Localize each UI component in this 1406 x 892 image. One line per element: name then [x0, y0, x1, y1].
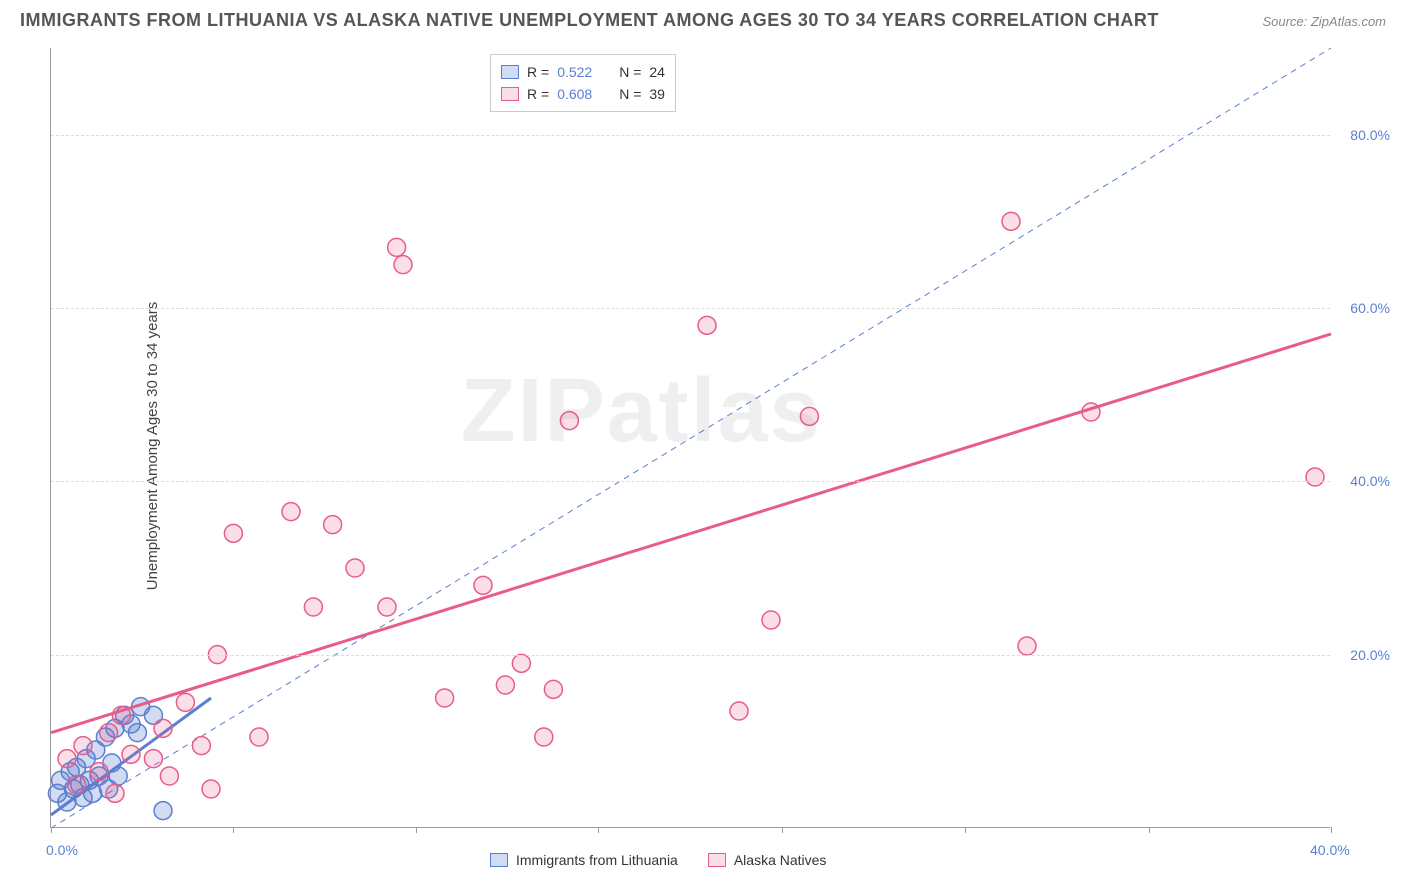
grid-line	[51, 655, 1330, 656]
plot-svg	[51, 48, 1331, 828]
legend-item-label: Alaska Natives	[734, 852, 827, 868]
data-point	[535, 728, 553, 746]
data-point	[74, 737, 92, 755]
data-point	[730, 702, 748, 720]
x-tick-mark	[1331, 827, 1332, 833]
data-point	[109, 767, 127, 785]
y-tick-label: 20.0%	[1350, 647, 1390, 663]
data-point	[144, 750, 162, 768]
x-tick-mark	[1149, 827, 1150, 833]
legend-swatch	[490, 853, 508, 867]
data-point	[58, 750, 76, 768]
x-tick-label-end: 40.0%	[1310, 842, 1350, 858]
legend-item-label: Immigrants from Lithuania	[516, 852, 678, 868]
data-point	[762, 611, 780, 629]
identity-line	[51, 48, 1331, 828]
legend-row: R = 0.608 N = 39	[501, 83, 665, 105]
data-point	[324, 516, 342, 534]
data-point	[436, 689, 454, 707]
x-tick-mark	[782, 827, 783, 833]
data-point	[202, 780, 220, 798]
legend-n-label: N =	[619, 61, 641, 83]
x-tick-mark	[233, 827, 234, 833]
data-point	[192, 737, 210, 755]
data-point	[282, 503, 300, 521]
plot-area: ZIPatlas 20.0%40.0%60.0%80.0%	[50, 48, 1330, 828]
grid-line	[51, 135, 1330, 136]
legend-r-value: 0.522	[557, 61, 605, 83]
data-point	[84, 784, 102, 802]
data-point	[1306, 468, 1324, 486]
data-point	[160, 767, 178, 785]
data-point	[68, 776, 86, 794]
data-point	[112, 706, 130, 724]
data-point	[106, 784, 124, 802]
y-tick-label: 40.0%	[1350, 473, 1390, 489]
data-point	[128, 724, 146, 742]
legend-item: Immigrants from Lithuania	[490, 852, 678, 868]
data-point	[154, 802, 172, 820]
source-label: Source: ZipAtlas.com	[1262, 14, 1386, 29]
data-point	[512, 654, 530, 672]
data-point	[100, 724, 118, 742]
data-point	[154, 719, 172, 737]
data-point	[698, 316, 716, 334]
data-point	[474, 576, 492, 594]
data-point	[560, 412, 578, 430]
data-point	[544, 680, 562, 698]
data-point	[1082, 403, 1100, 421]
legend-r-label: R =	[527, 61, 549, 83]
data-point	[346, 559, 364, 577]
x-tick-mark	[598, 827, 599, 833]
legend-n-value: 39	[649, 83, 665, 105]
data-point	[394, 256, 412, 274]
legend-item: Alaska Natives	[708, 852, 827, 868]
data-point	[388, 238, 406, 256]
data-point	[1018, 637, 1036, 655]
chart-title: IMMIGRANTS FROM LITHUANIA VS ALASKA NATI…	[20, 10, 1159, 31]
data-point	[304, 598, 322, 616]
legend-n-label: N =	[619, 83, 641, 105]
legend-swatch	[501, 87, 519, 101]
data-point	[176, 693, 194, 711]
legend-series: Immigrants from Lithuania Alaska Natives	[490, 852, 826, 868]
grid-line	[51, 481, 1330, 482]
data-point	[800, 407, 818, 425]
legend-swatch	[501, 65, 519, 79]
data-point	[90, 763, 108, 781]
legend-r-label: R =	[527, 83, 549, 105]
legend-swatch	[708, 853, 726, 867]
legend-n-value: 24	[649, 61, 665, 83]
x-tick-label-start: 0.0%	[46, 842, 78, 858]
x-tick-mark	[51, 827, 52, 833]
data-point	[250, 728, 268, 746]
data-point	[1002, 212, 1020, 230]
data-point	[224, 524, 242, 542]
y-tick-label: 60.0%	[1350, 300, 1390, 316]
data-point	[378, 598, 396, 616]
grid-line	[51, 308, 1330, 309]
x-tick-mark	[416, 827, 417, 833]
legend-row: R = 0.522 N = 24	[501, 61, 665, 83]
legend-r-value: 0.608	[557, 83, 605, 105]
y-tick-label: 80.0%	[1350, 127, 1390, 143]
data-point	[122, 745, 140, 763]
x-tick-mark	[965, 827, 966, 833]
legend-correlation: R = 0.522 N = 24 R = 0.608 N = 39	[490, 54, 676, 112]
data-point	[496, 676, 514, 694]
